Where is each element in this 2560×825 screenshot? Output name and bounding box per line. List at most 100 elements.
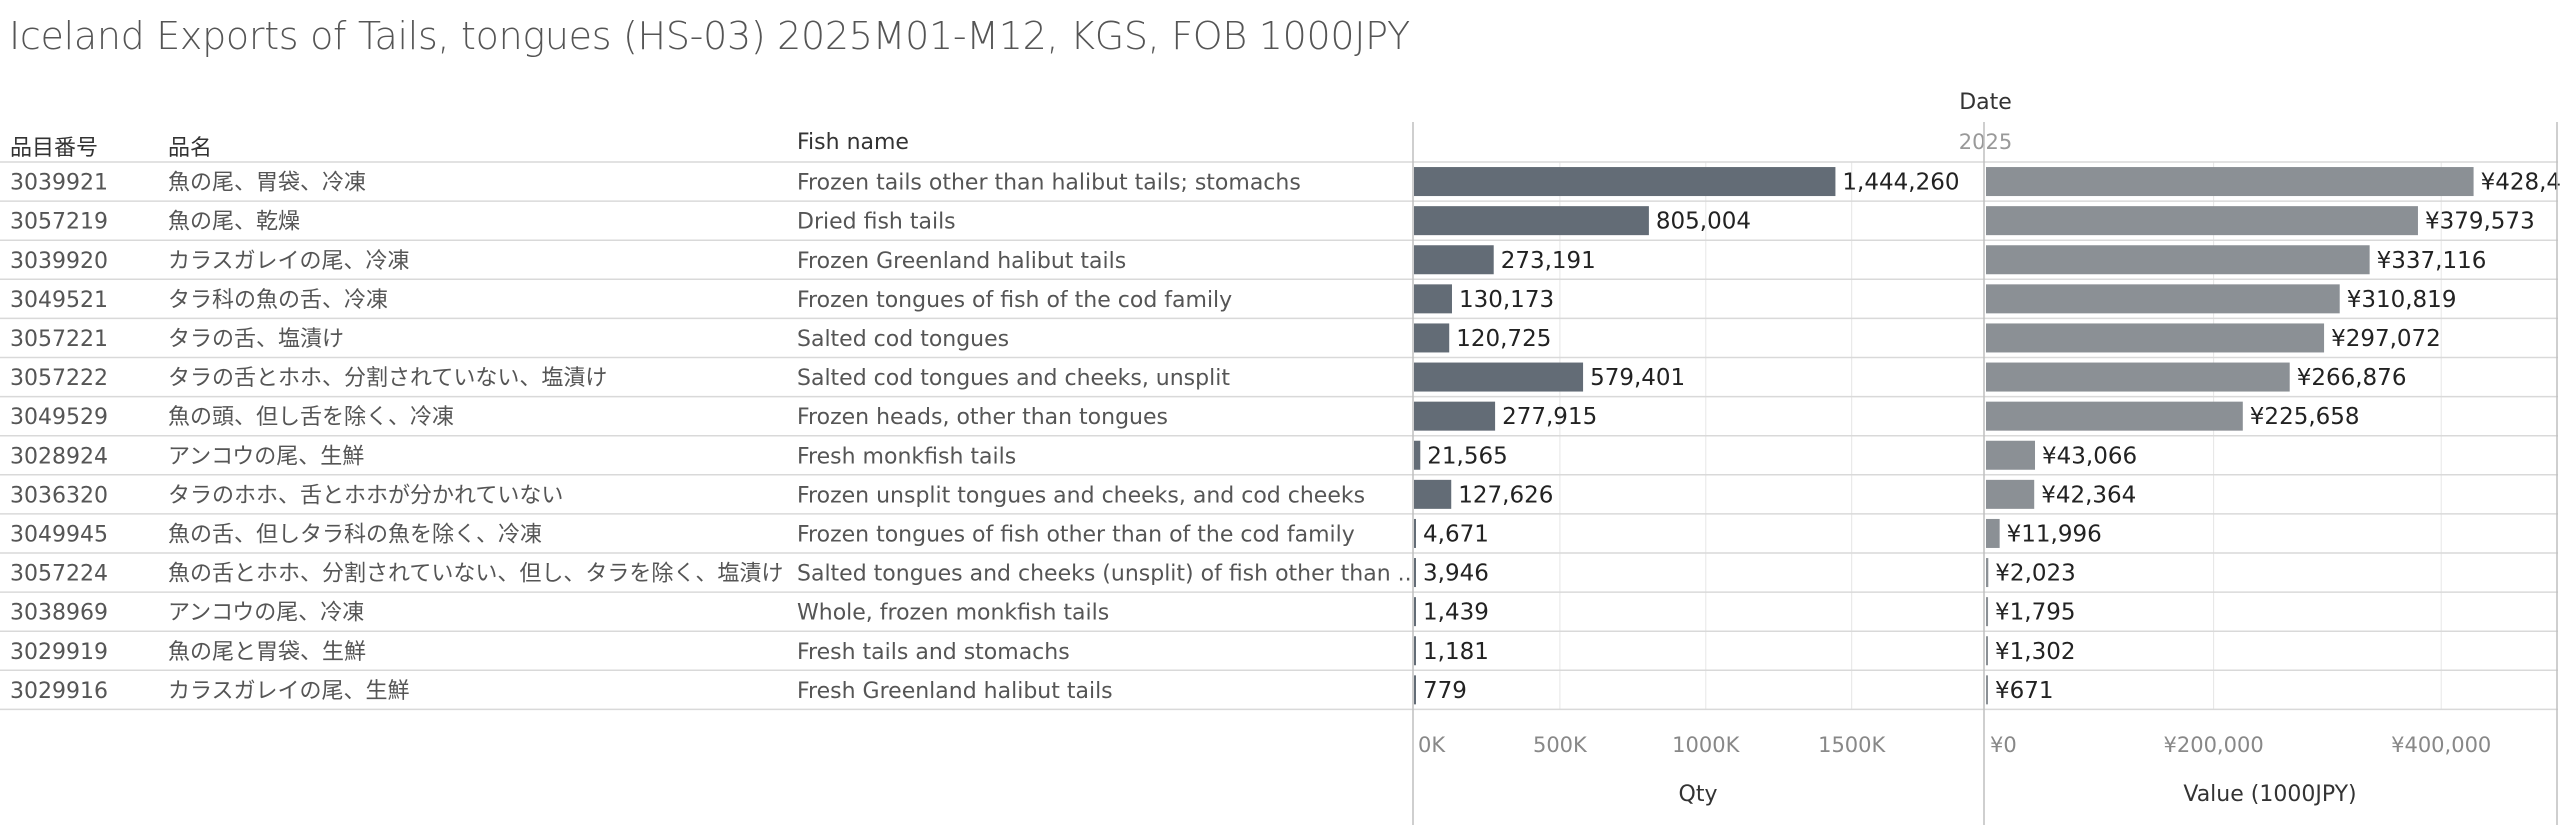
value-bar [1986,479,2035,509]
row-code: 3049521 [10,288,108,313]
qty-value-label: 1,181 [1423,639,1489,665]
qty-bar [1414,479,1452,509]
qty-bar [1414,323,1450,353]
row-name-jp: アンコウの尾、生鮮 [168,444,364,469]
row-name-jp: タラの舌とホホ、分割されていない、塩漬け [168,366,607,391]
qty-tick-label: 1000K [1672,733,1740,757]
value-value-label: ¥310,819 [2347,287,2457,313]
qty-axis-title: Qty [1679,782,1718,807]
qty-value-label: 120,725 [1456,326,1551,352]
name-jp-column-header: 品名 [168,136,213,161]
row-fish-name: Frozen heads, other than tongues [797,405,1168,430]
row-code: 3057219 [10,210,108,235]
value-value-label: ¥379,573 [2425,209,2535,235]
value-bar [1986,675,1988,705]
value-bar [1986,245,2370,275]
qty-bar [1414,558,1416,588]
row-labels: 3039921 魚の尾、胃袋、冷凍 Frozen tails other than … [10,171,1412,704]
qty-bar [1414,206,1649,236]
qty-bar [1414,636,1416,666]
value-bar [1986,362,2290,392]
value-bar [1986,440,2036,470]
row-fish-name: Fresh Greenland halibut tails [797,679,1113,704]
qty-bars: 1,444,260 805,004 273,191 130,173 120,725 579… [1414,167,1959,705]
date-header: Date [1959,90,2012,115]
value-value-label: ¥11,996 [2007,521,2102,547]
row-code: 3036320 [10,483,108,508]
row-name-jp: 魚の舌とホホ、分割されていない、但し、タラを除く、塩漬け [168,562,783,587]
qty-value-label: 805,004 [1656,209,1751,235]
qty-value-label: 779 [1423,678,1467,704]
row-code: 3029916 [10,679,108,704]
qty-value-label: 130,173 [1459,287,1554,313]
value-bars: ¥428,458 ¥379,573 ¥337,116 ¥310,819 ¥297,072… [1986,167,2560,705]
row-fish-name: Salted cod tongues [797,327,1009,352]
code-column-header: 品目番号 [10,136,99,161]
row-name-jp: 魚の尾と胃袋、生鮮 [168,640,366,665]
year-header: 2025 [1958,130,2013,154]
row-lines [0,161,2558,711]
value-value-label: ¥2,023 [1995,561,2075,587]
row-code: 3029919 [10,640,108,665]
value-bar [1986,558,1989,588]
row-code: 3039921 [10,171,108,196]
row-name-jp: タラ科の魚の舌、冷凍 [168,288,388,313]
value-tick-label: ¥0 [1990,733,2017,757]
qty-value-label: 1,439 [1423,600,1489,626]
qty-value-label: 277,915 [1502,404,1597,430]
value-value-label: ¥297,072 [2331,326,2441,352]
row-fish-name: Frozen tongues of fish of the cod family [797,288,1232,313]
qty-bar [1414,440,1421,470]
qty-bar [1414,401,1496,431]
qty-bar [1414,518,1416,548]
row-fish-name: Frozen Greenland halibut tails [797,249,1126,274]
row-name-jp: 魚の頭、但し舌を除く、冷凍 [168,405,454,430]
row-fish-name: Frozen tails other than halibut tails; s… [797,171,1301,196]
row-name-jp: カラスガレイの尾、生鮮 [168,679,410,704]
row-fish-name: Salted tongues and cheeks (unsplit) of f… [797,562,1412,587]
row-fish-name: Dried fish tails [797,210,956,235]
axes: 0K 500K 1000K 1500K ¥0 ¥200,000 ¥400,000 Qty Val… [1412,122,2558,825]
value-value-label: ¥42,364 [2041,482,2136,508]
qty-value-label: 21,565 [1427,443,1507,469]
row-code: 3049945 [10,522,108,547]
value-value-label: ¥43,066 [2042,443,2137,469]
qty-tick-label: 1500K [1818,733,1886,757]
value-bar [1986,206,2418,236]
row-name-jp: 魚の尾、乾燥 [168,210,300,235]
value-bar [1986,636,1988,666]
value-value-label: ¥266,876 [2297,365,2407,391]
fish-name-column-header: Fish name [797,130,909,155]
chart-title: Iceland Exports of Tails, tongues (HS-03… [9,14,1410,58]
value-bar [1986,597,1989,627]
row-name-jp: 魚の尾、胃袋、冷凍 [168,171,366,196]
qty-value-label: 1,444,260 [1842,170,1959,196]
value-bar [1986,518,2000,548]
qty-value-label: 4,671 [1423,521,1489,547]
row-code: 3057224 [10,562,108,587]
value-bar [1986,284,2340,314]
row-code: 3039920 [10,249,108,274]
row-code: 3038969 [10,601,108,626]
row-name-jp: タラの舌、塩漬け [168,327,344,352]
qty-tick-label: 0K [1418,733,1446,757]
row-code: 3049529 [10,405,108,430]
value-tick-label: ¥400,000 [2391,733,2491,757]
qty-value-label: 127,626 [1458,482,1553,508]
row-code: 3057221 [10,327,108,352]
value-value-label: ¥671 [1995,678,2054,704]
qty-value-label: 3,946 [1423,561,1489,587]
value-value-label: ¥1,795 [1995,600,2075,626]
qty-value-label: 273,191 [1501,248,1596,274]
value-value-label: ¥428,458 [2481,170,2560,196]
row-code: 3028924 [10,444,108,469]
row-fish-name: Frozen tongues of fish other than of the… [797,522,1355,547]
row-code: 3057222 [10,366,108,391]
row-fish-name: Salted cod tongues and cheeks, unsplit [797,366,1230,391]
qty-bar [1414,362,1584,392]
qty-value-label: 579,401 [1590,365,1685,391]
row-fish-name: Frozen unsplit tongues and cheeks, and c… [797,483,1365,508]
qty-bar [1414,245,1494,275]
value-value-label: ¥1,302 [1995,639,2075,665]
